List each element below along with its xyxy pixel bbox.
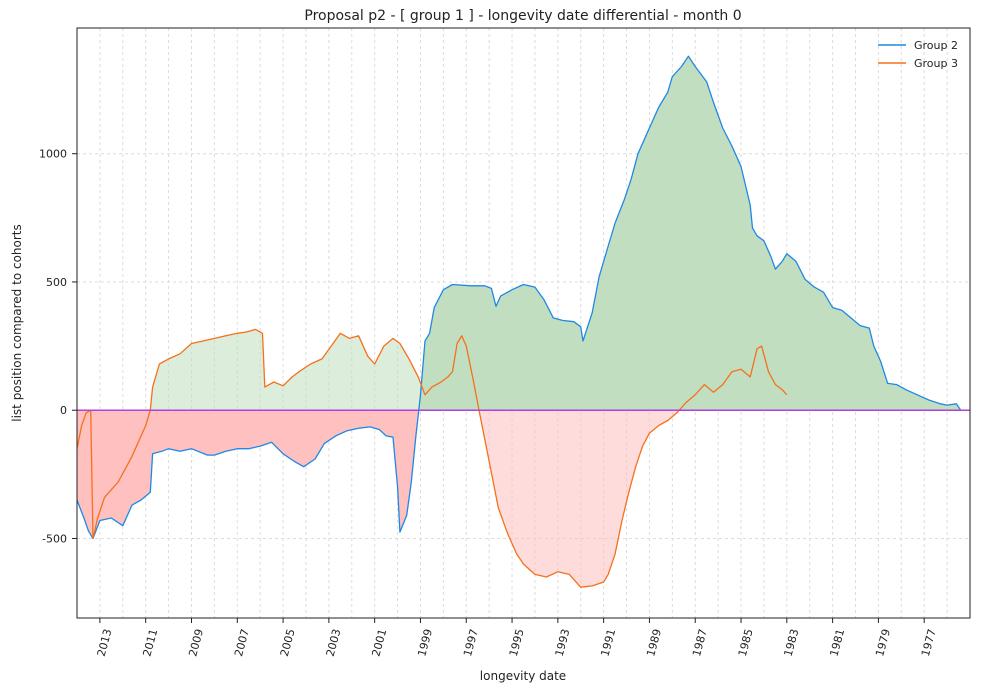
x-axis-label: longevity date <box>480 669 566 683</box>
negative-fill-2 <box>77 410 787 588</box>
x-tick-label: 1983 <box>782 627 802 657</box>
y-tick-label: 1000 <box>39 148 67 161</box>
series-lines <box>77 55 970 588</box>
x-tick-label: 1997 <box>461 627 481 657</box>
x-tick-label: 2001 <box>369 627 389 657</box>
chart-title: Proposal p2 - [ group 1 ] - longevity da… <box>304 8 741 24</box>
y-axis-ticks: -500 0 500 1000 <box>39 148 77 545</box>
negative-fill-1 <box>77 410 970 538</box>
x-tick-label: 2009 <box>186 627 206 657</box>
area-fills <box>77 56 970 588</box>
x-axis-ticks: 2013 2011 2009 2007 2005 2003 2001 1999 1997 1995… <box>95 618 939 658</box>
x-tick-label: 1999 <box>415 627 435 657</box>
x-tick-label: 1979 <box>873 627 893 657</box>
x-tick-label: 1991 <box>598 627 618 657</box>
series-line-1 <box>77 55 970 540</box>
x-tick-label: 2007 <box>232 627 252 657</box>
x-tick-label: 1993 <box>553 627 573 657</box>
x-tick-label: 1977 <box>919 627 939 657</box>
x-tick-label: 1989 <box>644 627 664 657</box>
x-tick-label: 2011 <box>141 627 161 657</box>
y-axis-label: list position compared to cohorts <box>10 224 24 422</box>
y-tick-label: 0 <box>60 404 67 417</box>
x-tick-label: 1995 <box>507 627 527 657</box>
x-tick-label: 2003 <box>324 627 344 657</box>
legend: Group 2 Group 3 <box>878 39 958 70</box>
plot-frame <box>76 27 971 619</box>
x-tick-label: 2005 <box>278 627 298 657</box>
positive-fill-1 <box>77 56 970 411</box>
positive-fill-2 <box>77 329 787 411</box>
x-tick-label: 1987 <box>690 627 710 657</box>
x-tick-label: 1985 <box>736 627 756 657</box>
series-line-2 <box>77 328 788 588</box>
y-tick-label: 500 <box>46 276 67 289</box>
legend-label-2: Group 3 <box>914 57 958 70</box>
y-tick-label: -500 <box>42 532 67 545</box>
x-tick-label: 1981 <box>827 627 847 657</box>
x-tick-label: 2013 <box>95 627 115 657</box>
legend-label-1: Group 2 <box>914 39 958 52</box>
